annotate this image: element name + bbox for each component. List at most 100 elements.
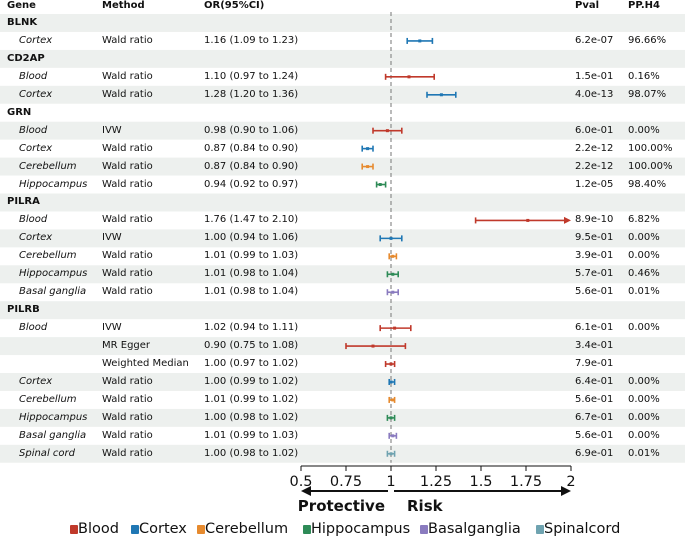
- or-ci-value: 1.00 (0.97 to 1.02): [204, 358, 299, 370]
- tissue-label: Blood: [19, 214, 48, 226]
- tissue-label: Hippocampus: [19, 178, 88, 190]
- row-stripe: [0, 444, 685, 463]
- tissue-label: Basal ganglia: [19, 286, 87, 298]
- x-tick-label: 1.5: [469, 474, 492, 490]
- gene-label: PILRB: [7, 304, 40, 316]
- point-estimate: [366, 147, 370, 151]
- legend-item: Basalganglia: [420, 519, 521, 539]
- pph4-value: 100.00%: [628, 142, 673, 154]
- method-label: Wald ratio: [102, 70, 153, 82]
- pph4-value: 0.01%: [628, 286, 660, 298]
- legend-item: Hippocampus: [303, 519, 410, 539]
- pval-value: 7.9e-01: [575, 358, 614, 370]
- point-estimate: [378, 183, 382, 187]
- pph4-value: 6.82%: [628, 214, 660, 226]
- tissue-label: Cortex: [19, 375, 53, 387]
- row-stripe: [0, 229, 685, 248]
- or-ci-value: 1.01 (0.98 to 1.04): [204, 286, 299, 298]
- point-estimate: [389, 236, 393, 240]
- risk-label: Risk: [407, 497, 444, 515]
- or-ci-value: 1.00 (0.98 to 1.02): [204, 447, 299, 459]
- or-ci-value: 1.01 (0.98 to 1.04): [204, 268, 299, 280]
- x-tick-label: 0.5: [289, 474, 312, 490]
- row-stripe: [0, 49, 685, 68]
- legend-swatch: [197, 524, 205, 534]
- point-estimate: [526, 218, 530, 222]
- or-ci-value: 0.98 (0.90 to 1.06): [204, 124, 299, 136]
- legend-label: Basalganglia: [428, 521, 521, 537]
- row-stripe: [0, 85, 685, 104]
- pph4-value: 0.00%: [628, 322, 660, 334]
- protective-label: Protective: [298, 497, 385, 515]
- pval-value: 5.6e-01: [575, 429, 614, 441]
- row-stripe: [0, 265, 685, 284]
- gene-label: GRN: [7, 106, 32, 118]
- method-label: Wald ratio: [102, 375, 153, 387]
- pph4-value: 0.00%: [628, 393, 660, 405]
- legend-label: Blood: [78, 521, 119, 537]
- pval-value: 3.4e-01: [575, 340, 614, 352]
- pval-value: 8.9e-10: [575, 214, 614, 226]
- or-ci-value: 1.00 (0.99 to 1.02): [204, 375, 299, 387]
- pval-value: 1.5e-01: [575, 70, 614, 82]
- header-pval: Pval: [575, 0, 600, 11]
- legend-item: Cortex: [131, 519, 187, 539]
- gene-label: BLNK: [7, 16, 38, 28]
- point-estimate: [391, 290, 395, 294]
- tissue-label: Blood: [19, 70, 48, 82]
- point-estimate: [391, 254, 395, 258]
- x-tick-label: 2: [566, 474, 575, 490]
- pph4-value: 0.00%: [628, 250, 660, 262]
- point-estimate: [391, 398, 395, 402]
- pval-value: 2.2e-12: [575, 142, 614, 154]
- gene-label: CD2AP: [7, 52, 45, 64]
- legend-swatch: [70, 524, 78, 534]
- row-stripe: [0, 301, 685, 320]
- or-ci-value: 1.16 (1.09 to 1.23): [204, 34, 299, 46]
- pval-value: 6.4e-01: [575, 375, 614, 387]
- method-label: Wald ratio: [102, 34, 153, 46]
- point-estimate: [439, 93, 443, 97]
- point-estimate: [391, 272, 395, 276]
- row-stripe: [0, 193, 685, 212]
- pval-value: 3.9e-01: [575, 250, 614, 262]
- row-stripe: [0, 121, 685, 140]
- pval-value: 2.2e-12: [575, 160, 614, 172]
- or-ci-value: 1.76 (1.47 to 2.10): [204, 214, 299, 226]
- or-ci-value: 1.10 (0.97 to 1.24): [204, 70, 299, 82]
- or-ci-value: 0.87 (0.84 to 0.90): [204, 142, 299, 154]
- ci-arrow-high: [564, 216, 571, 224]
- legend-label: Cerebellum: [205, 521, 289, 537]
- or-ci-value: 1.02 (0.94 to 1.11): [204, 322, 299, 334]
- tissue-label: Hippocampus: [19, 411, 88, 423]
- method-label: Wald ratio: [102, 429, 153, 441]
- tissue-label: Cortex: [19, 142, 53, 154]
- tissue-label: Blood: [19, 322, 48, 334]
- or-ci-value: 1.01 (0.99 to 1.02): [204, 393, 299, 405]
- pph4-value: 0.01%: [628, 447, 660, 459]
- legend-swatch: [420, 524, 428, 534]
- legend: Blood Cortex Cerebellum Hippocampus Basalgan…: [0, 519, 685, 539]
- point-estimate: [389, 452, 393, 456]
- legend-swatch: [536, 524, 544, 534]
- legend-item: Cerebellum: [197, 519, 288, 539]
- tissue-label: Spinal cord: [19, 447, 75, 459]
- x-tick-label: 1.75: [510, 474, 542, 490]
- or-ci-value: 1.28 (1.20 to 1.36): [204, 88, 299, 100]
- tissue-label: Hippocampus: [19, 268, 88, 280]
- row-stripe: [0, 408, 685, 427]
- pph4-value: 0.16%: [628, 70, 660, 82]
- method-label: Wald ratio: [102, 142, 153, 154]
- method-label: Wald ratio: [102, 88, 153, 100]
- method-label: Wald ratio: [102, 268, 153, 280]
- tissue-label: Cerebellum: [19, 160, 77, 172]
- legend-label: Hippocampus: [311, 521, 411, 537]
- method-label: Wald ratio: [102, 411, 153, 423]
- risk-arrow-head: [561, 486, 571, 496]
- point-estimate: [393, 326, 397, 330]
- method-label: IVW: [102, 322, 122, 334]
- method-label: IVW: [102, 124, 122, 136]
- point-estimate: [418, 39, 422, 43]
- tissue-label: Cerebellum: [19, 250, 77, 262]
